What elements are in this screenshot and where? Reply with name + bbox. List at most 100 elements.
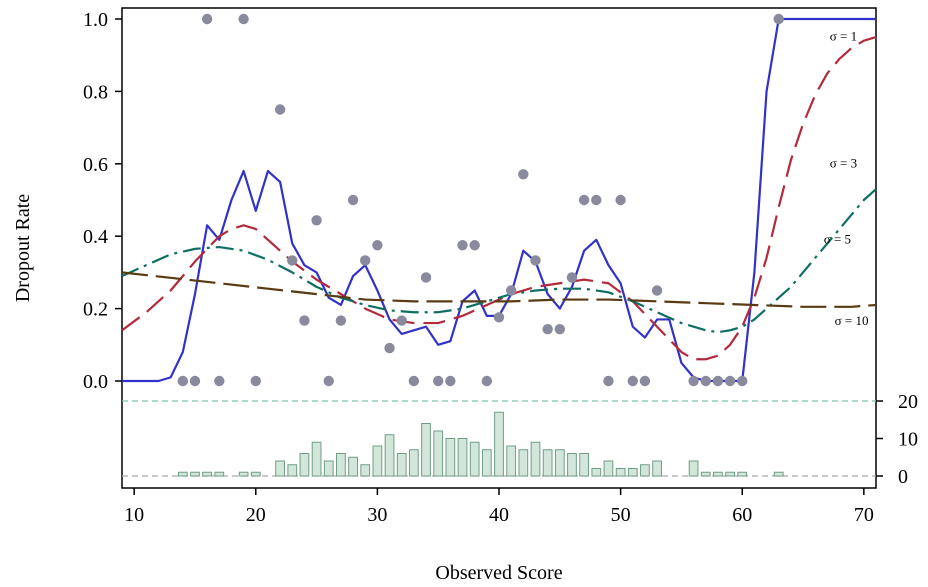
y-tick-label: 1.0 <box>83 9 108 31</box>
data-point <box>627 375 638 387</box>
x-tick-label: 20 <box>246 504 266 526</box>
data-point <box>481 375 493 387</box>
histogram-bar <box>713 471 723 477</box>
data-point <box>420 272 432 283</box>
histogram-bar <box>202 471 213 477</box>
y-tick-label: 0.4 <box>83 226 108 248</box>
data-point <box>469 240 480 251</box>
histogram-bar <box>275 460 285 477</box>
count-tick-label: 20 <box>898 391 918 413</box>
data-point <box>335 315 347 326</box>
histogram-bar <box>323 460 334 477</box>
histogram-bar <box>542 449 553 477</box>
data-point <box>299 315 310 326</box>
data-point <box>189 375 201 387</box>
data-point <box>639 375 651 387</box>
histogram-bar <box>384 434 395 477</box>
x-axis-title: Observed Score <box>435 562 562 584</box>
curve-label: σ = 5 <box>824 231 851 246</box>
data-point <box>287 255 298 266</box>
histogram-bar <box>506 445 517 477</box>
histogram-bar <box>615 468 626 477</box>
histogram-bar <box>299 453 310 477</box>
histogram-bar <box>737 471 748 477</box>
histogram-bar <box>445 438 456 477</box>
data-point <box>214 375 225 387</box>
histogram-bar <box>190 471 200 477</box>
histogram-bar <box>177 471 188 477</box>
histogram-bar <box>603 460 614 477</box>
histogram-bar <box>287 464 298 477</box>
x-tick-label: 30 <box>367 504 387 526</box>
y-tick-label: 0.8 <box>83 81 108 103</box>
histogram-bar <box>336 453 346 477</box>
observed-points <box>177 13 784 387</box>
histogram-bar <box>396 453 407 477</box>
x-tick-label: 50 <box>611 504 631 526</box>
data-point <box>396 315 407 326</box>
count-tick-label: 10 <box>898 429 918 451</box>
histogram-bar <box>408 449 419 477</box>
histogram-bar <box>214 471 225 477</box>
data-point <box>323 375 334 387</box>
histogram-bar <box>591 468 602 477</box>
data-point <box>408 375 420 387</box>
histogram-bar <box>238 471 249 477</box>
histogram-bar <box>652 460 662 477</box>
data-point <box>700 375 711 387</box>
y-tick-label: 0.2 <box>83 299 108 321</box>
histogram-bar <box>457 438 468 477</box>
data-point <box>432 375 444 387</box>
data-point <box>542 324 553 335</box>
data-point <box>493 312 505 323</box>
curve-label: σ = 10 <box>835 313 869 328</box>
curve-label: σ = 1 <box>830 29 857 44</box>
data-point <box>578 194 590 206</box>
data-point <box>372 240 383 251</box>
data-point <box>311 215 322 226</box>
y-tick-label: 0.6 <box>83 154 108 176</box>
histogram-bar <box>469 441 480 477</box>
x-tick-label: 70 <box>854 504 874 526</box>
data-point <box>688 375 699 387</box>
data-point <box>712 375 724 387</box>
data-point <box>615 194 626 206</box>
y-axis: 0.0 0.2 0.4 0.6 0.8 1.0 <box>83 9 122 393</box>
count-tick-label: 0 <box>898 466 908 488</box>
histogram-bar <box>725 471 735 477</box>
histogram-bar <box>372 445 383 477</box>
data-point <box>773 13 784 25</box>
histogram-bar <box>640 464 650 477</box>
x-tick-label: 60 <box>732 504 752 526</box>
histogram-bar <box>494 411 504 477</box>
x-tick-label: 10 <box>124 504 144 526</box>
data-point <box>591 194 602 206</box>
series-line-sigma-1 <box>122 17 876 383</box>
data-point <box>603 375 614 387</box>
data-point <box>250 375 261 387</box>
data-point <box>238 13 249 25</box>
data-point <box>505 285 517 296</box>
data-point <box>566 272 578 283</box>
data-point <box>177 375 189 387</box>
histogram-bar <box>518 449 529 477</box>
histogram-bar <box>579 453 590 477</box>
count-axis: 0 10 20 <box>876 391 918 488</box>
data-point <box>530 255 541 266</box>
histogram-bar <box>481 449 492 477</box>
data-point <box>457 240 468 251</box>
histogram-bar <box>567 453 577 477</box>
histogram-bar <box>688 460 699 477</box>
histogram-bar <box>311 441 322 477</box>
histogram-bar <box>530 441 541 477</box>
curve-label: σ = 3 <box>830 155 857 170</box>
data-point <box>274 104 286 115</box>
data-point <box>360 255 371 266</box>
data-point <box>384 342 395 354</box>
histogram-bar <box>348 456 358 477</box>
data-point <box>651 285 663 296</box>
data-point <box>445 375 456 387</box>
histogram-bar <box>360 464 371 477</box>
histogram-bar <box>700 471 711 477</box>
